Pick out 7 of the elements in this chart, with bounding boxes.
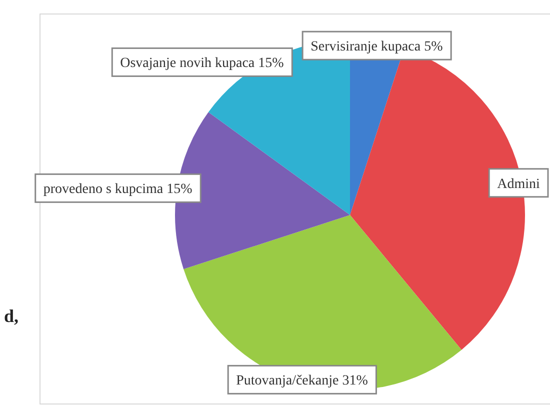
slice-label: Servisiranje kupaca 5% [310,40,444,55]
pie-slice [184,215,462,390]
slice-label: provedeno s kupcima 15% [43,182,193,198]
slice-label: Putovanja/čekanje 31% [236,374,368,389]
slice-label: Admini [497,176,540,192]
text: d, [4,306,19,326]
slice-label: Osvajanje novih kupaca 15% [120,56,284,72]
